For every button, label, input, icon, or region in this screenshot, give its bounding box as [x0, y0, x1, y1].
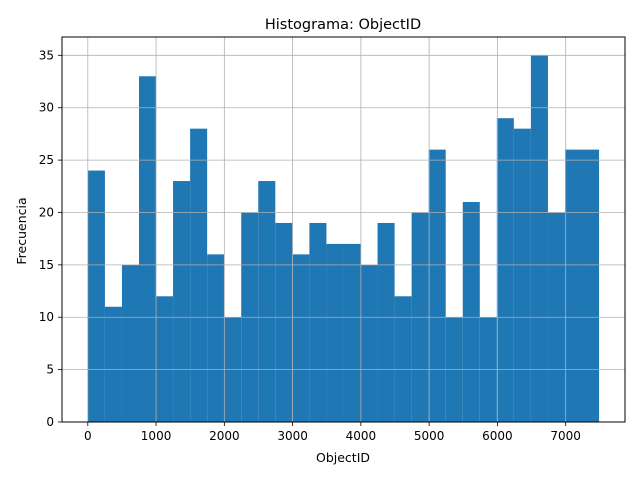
histogram-bar	[377, 222, 395, 422]
histogram-bar	[258, 181, 276, 422]
y-tick-label: 5	[46, 363, 54, 377]
y-tick-label: 30	[39, 101, 54, 115]
histogram-bar	[394, 296, 412, 422]
y-tick-label: 10	[39, 310, 54, 324]
histogram-bar	[309, 222, 327, 422]
y-axis-label: Frecuencia	[14, 197, 29, 264]
histogram-bar	[582, 149, 600, 422]
histogram-bar	[190, 128, 208, 422]
x-tick-label: 3000	[277, 429, 308, 443]
x-tick-label: 1000	[141, 429, 172, 443]
histogram-bar	[121, 264, 139, 422]
y-tick-label: 0	[46, 415, 54, 429]
y-tick-label: 35	[39, 48, 54, 62]
histogram-bar	[138, 76, 157, 423]
histogram-bar	[326, 243, 344, 422]
histogram-bars	[87, 55, 600, 423]
x-tick-label: 6000	[482, 429, 513, 443]
y-tick-label: 20	[39, 205, 54, 219]
histogram-bar	[275, 222, 293, 422]
histogram-bar	[496, 118, 514, 422]
x-axis-label: ObjectID	[316, 450, 370, 465]
y-tick-label: 15	[39, 258, 54, 272]
chart-title: Histograma: ObjectID	[265, 17, 421, 33]
histogram-bar	[87, 170, 105, 422]
axes	[61, 36, 626, 423]
x-tick-label: 0	[84, 429, 92, 443]
x-tick-label: 7000	[550, 429, 581, 443]
x-tick-label: 2000	[209, 429, 240, 443]
x-tick-label: 5000	[414, 429, 445, 443]
histogram-bar	[428, 149, 446, 422]
histogram-bar	[104, 306, 122, 422]
grid-lines	[62, 37, 625, 423]
tick-labels: 0 1000 2000 3000 4000 5000 6000 7000 0 5 10 15 20 25 3…	[39, 48, 581, 443]
histogram-bar	[530, 55, 548, 422]
histogram-bar	[207, 254, 225, 422]
y-tick-label: 25	[39, 153, 54, 167]
histogram-bar	[173, 181, 191, 422]
x-tick-label: 4000	[346, 429, 377, 443]
histogram-bar	[343, 243, 361, 422]
histogram-bar	[564, 149, 583, 422]
histogram-bar	[462, 202, 480, 422]
histogram-bar	[513, 128, 531, 422]
histogram-bar	[292, 254, 310, 422]
histogram-bar	[360, 264, 378, 422]
histogram-bar	[156, 296, 174, 422]
plot-frame	[61, 36, 626, 423]
